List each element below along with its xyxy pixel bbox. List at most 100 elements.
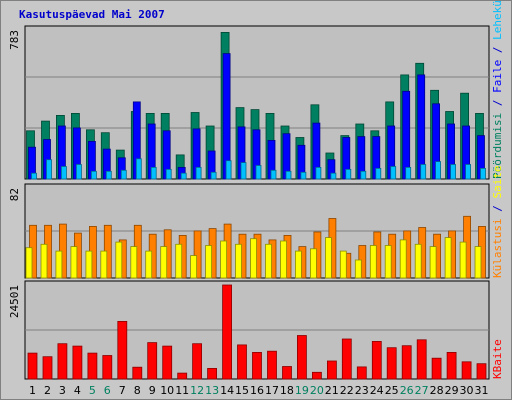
day-label: 10: [160, 384, 174, 397]
legend-separator: /: [491, 93, 504, 113]
legend-entry: Pöördumisi: [491, 113, 504, 179]
day-label: 1: [29, 384, 36, 397]
legend-separator: /: [491, 199, 504, 219]
bar: [135, 158, 142, 180]
legend-entry: Külastusi: [491, 218, 504, 278]
bar: [369, 245, 377, 279]
day-label: 24: [370, 384, 384, 397]
bar: [193, 230, 202, 279]
bar: [240, 162, 247, 180]
bar: [414, 243, 422, 279]
day-label: 3: [59, 384, 66, 397]
bar: [192, 343, 203, 380]
bar: [252, 351, 262, 380]
bar: [132, 366, 143, 380]
bar: [190, 255, 198, 279]
series-2: [25, 237, 482, 279]
panel-visits: 82 Külastusi / Saite: [8, 165, 504, 279]
bar: [402, 90, 411, 180]
panel-kbytes: 24501 KBaite: [8, 280, 504, 380]
bar: [390, 166, 397, 180]
bar: [70, 246, 78, 279]
bar: [55, 250, 63, 279]
bar: [162, 345, 173, 380]
series-1: [29, 215, 486, 279]
chart-title: Kasutuspäevad Mai 2007: [19, 8, 165, 21]
legend-separator: /: [491, 40, 504, 60]
bar: [130, 246, 138, 279]
day-label: 25: [385, 384, 399, 397]
series-3: [31, 158, 486, 180]
bar: [102, 355, 113, 380]
day-label: 8: [134, 384, 141, 397]
bar: [294, 250, 302, 279]
bar: [285, 170, 292, 180]
bar: [399, 239, 407, 279]
bar: [267, 350, 277, 380]
day-label: 15: [235, 384, 249, 397]
day-label: 20: [310, 384, 324, 397]
day-label: 9: [149, 384, 156, 397]
bar: [371, 340, 382, 380]
bar: [431, 357, 442, 380]
bar: [311, 371, 322, 380]
bar: [120, 169, 127, 180]
bar: [446, 351, 457, 380]
day-label: 18: [280, 384, 294, 397]
bar: [46, 159, 52, 180]
bar: [180, 172, 187, 180]
bar: [476, 363, 487, 380]
day-label: 30: [460, 384, 474, 397]
bar: [85, 250, 93, 279]
day-label: 4: [74, 384, 81, 397]
legend: Pöördumisi / Faile / Lehekülgi: [491, 1, 504, 179]
bar: [416, 339, 427, 380]
bar: [27, 352, 38, 380]
bar: [465, 164, 472, 180]
bar: [315, 166, 322, 180]
bar: [195, 166, 202, 180]
bar: [207, 367, 218, 380]
bar: [25, 247, 33, 279]
bar: [309, 248, 317, 279]
bar: [435, 161, 442, 180]
day-label: 28: [430, 384, 444, 397]
bar: [326, 360, 337, 380]
bar: [72, 345, 83, 380]
legend: KBaite: [491, 339, 504, 379]
bar: [417, 74, 426, 180]
bar: [450, 164, 457, 180]
bar: [250, 238, 257, 279]
bar: [429, 246, 437, 279]
bar: [210, 171, 217, 180]
day-label: 5: [89, 384, 96, 397]
day-label: 14: [220, 384, 234, 397]
day-label: 26: [400, 384, 414, 397]
series-1: [27, 284, 487, 380]
bar: [339, 250, 347, 279]
legend-entry: Faile: [491, 60, 504, 93]
day-label: 19: [295, 384, 309, 397]
bar: [147, 342, 158, 380]
bar: [145, 250, 153, 279]
bar: [31, 172, 37, 180]
day-label: 6: [104, 384, 111, 397]
bar: [420, 164, 427, 180]
day-label: 7: [119, 384, 126, 397]
bar: [405, 166, 412, 180]
bar: [341, 338, 352, 380]
day-label: 31: [475, 384, 489, 397]
day-label: 29: [445, 384, 459, 397]
bar: [115, 241, 123, 279]
bar: [100, 250, 108, 279]
day-label: 22: [340, 384, 354, 397]
bar: [57, 343, 68, 380]
bar: [360, 170, 367, 180]
day-label: 2: [44, 384, 51, 397]
bar: [91, 170, 97, 180]
day-label: 16: [250, 384, 264, 397]
bar: [474, 246, 482, 279]
bar: [165, 168, 172, 180]
